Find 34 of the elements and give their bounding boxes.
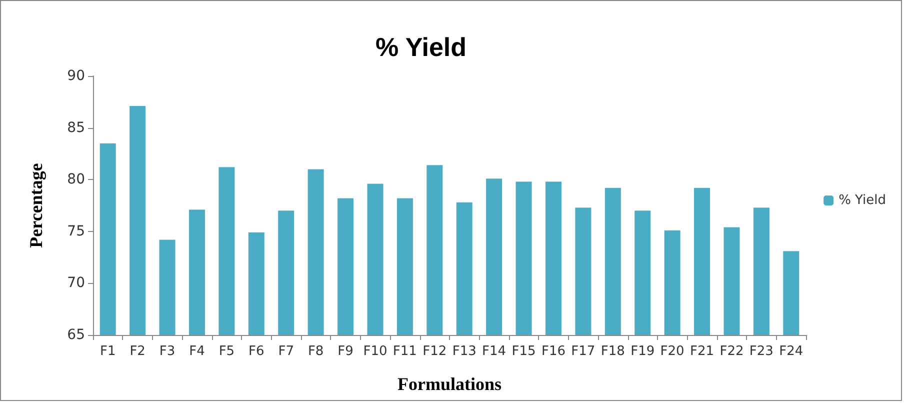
x-tick-label: F6 [248,344,264,359]
x-tick-label: F15 [512,344,536,359]
x-tick-label: F21 [690,344,714,359]
x-tick-label: F7 [278,344,294,359]
x-tick-label: F4 [189,344,205,359]
y-tick-label: 65 [67,327,85,343]
x-tick-label: F11 [392,344,417,359]
x-tick-label: F5 [218,344,235,359]
x-tick-label: F12 [422,344,447,359]
x-tick-label: F8 [308,344,324,359]
x-tick-label: F17 [571,344,596,359]
y-tick-label: 90 [67,68,85,84]
x-tick-label: F3 [159,344,176,359]
x-tick-label: F1 [100,344,116,359]
y-tick-label: 85 [67,120,85,136]
x-tick-label: F2 [130,344,146,359]
x-tick-label: F19 [630,344,655,359]
legend-label: % Yield [838,193,886,208]
y-tick-label: 80 [67,172,85,188]
y-tick-label: 75 [67,223,85,240]
x-tick-label: F14 [482,344,506,359]
y-axis-title: Percentage [26,163,46,248]
x-tick-label: F13 [452,344,476,359]
x-tick-label: F18 [600,344,625,359]
x-tick-label: F20 [660,344,684,359]
x-tick-label: F16 [541,344,566,359]
x-tick-label: F24 [779,344,804,359]
x-tick-label: F22 [720,344,744,359]
y-tick-label: 70 [67,275,85,292]
x-tick-label: F9 [338,344,354,359]
x-tick-label: F10 [363,344,388,359]
chart-title: % Yield [375,32,467,62]
x-axis-title: Formulations [397,374,502,394]
x-tick-label: F23 [749,344,774,359]
